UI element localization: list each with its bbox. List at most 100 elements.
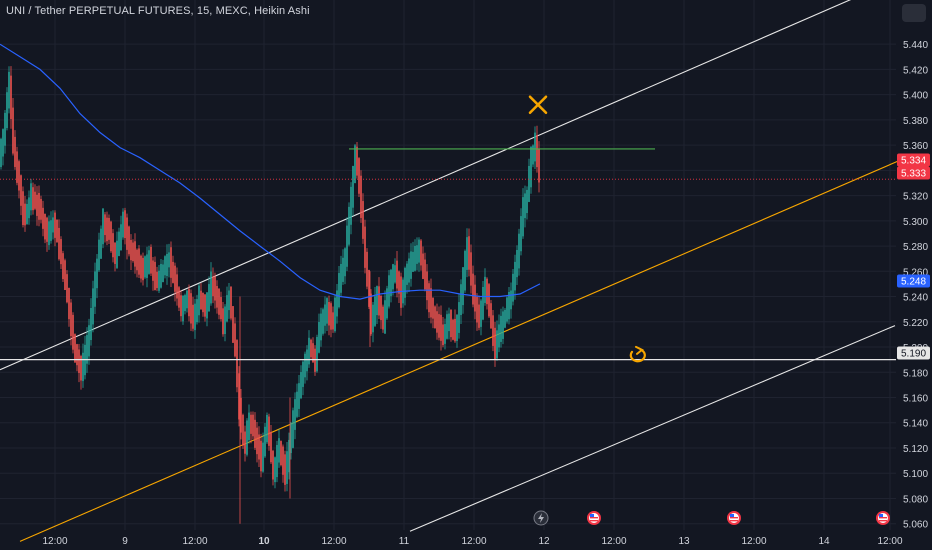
candle-body	[310, 339, 312, 358]
candle-body	[378, 286, 380, 316]
candle-body	[368, 269, 370, 307]
candle-body	[6, 92, 8, 129]
cross-stroke	[528, 95, 548, 115]
us-flag-icon[interactable]	[876, 511, 890, 525]
candle-body	[262, 442, 264, 472]
price-tag[interactable]: 5.248	[897, 274, 930, 288]
candle-body	[352, 166, 354, 208]
candle-body	[228, 290, 230, 311]
candle-body	[364, 226, 366, 268]
candle-body	[476, 296, 478, 323]
y-tick-label: 5.440	[903, 40, 928, 51]
candle-body	[156, 271, 158, 289]
channel-line-lower[interactable]	[409, 325, 896, 532]
candle-body	[410, 251, 412, 279]
candle-body	[500, 315, 502, 342]
candle-body	[230, 286, 232, 319]
candle-body	[240, 397, 242, 433]
candle-body	[488, 284, 490, 317]
candle-body	[50, 220, 52, 241]
candle-body	[54, 212, 56, 238]
candle-body	[90, 307, 92, 341]
stripe	[590, 517, 598, 519]
candle-body	[420, 240, 422, 266]
candle-body	[336, 290, 338, 317]
candle-body	[534, 132, 536, 162]
candle-body	[484, 276, 486, 303]
candle-body	[510, 290, 512, 310]
candle-body	[376, 286, 378, 316]
stripe	[590, 520, 598, 522]
candle-body	[78, 349, 80, 373]
candle-body	[112, 233, 114, 258]
candle-body	[110, 221, 112, 252]
candle-body	[258, 434, 260, 460]
candle-body	[472, 273, 474, 305]
candle-body	[126, 217, 128, 250]
channel-line-upper[interactable]	[0, 0, 870, 371]
settings-button[interactable]	[902, 4, 926, 22]
candle-body	[116, 240, 118, 268]
candle-body	[384, 300, 386, 334]
candle-body	[372, 304, 374, 333]
candle-body	[192, 304, 194, 329]
y-tick-label: 5.300	[903, 217, 928, 228]
arrow-head	[635, 345, 644, 355]
candle-body	[502, 311, 504, 339]
y-tick-label: 5.180	[903, 368, 928, 379]
circle-arrow-icon[interactable]	[629, 345, 646, 363]
candle-body	[330, 303, 332, 330]
candle-body	[150, 246, 152, 274]
candle-body	[264, 426, 266, 457]
candle-body	[242, 414, 244, 446]
us-flag-icon[interactable]	[587, 511, 601, 525]
candle-body	[60, 239, 62, 265]
candle-body	[72, 314, 74, 350]
stripe	[730, 520, 738, 522]
channel-line-middle[interactable]	[19, 159, 901, 542]
y-tick-label: 5.260	[903, 267, 928, 278]
candle-body	[480, 300, 482, 327]
candle-body	[346, 225, 348, 267]
candle-body	[482, 286, 484, 320]
event-icons[interactable]	[533, 510, 890, 526]
candle-body	[280, 441, 282, 466]
annotations[interactable]	[528, 95, 646, 363]
candle-body	[140, 255, 142, 279]
candle-body	[94, 271, 96, 307]
candle-body	[234, 323, 236, 357]
price-tag[interactable]: 5.190	[897, 346, 930, 360]
cross-marker-icon[interactable]	[528, 95, 548, 115]
candle-body	[520, 216, 522, 252]
candle-body	[4, 112, 6, 146]
horizontal-levels[interactable]	[0, 148, 896, 361]
candle-body	[206, 292, 208, 319]
candle-body	[260, 440, 262, 472]
price-axis[interactable]: 5.4405.4205.4005.3805.3605.3405.3205.300…	[897, 40, 930, 531]
candle-body	[456, 314, 458, 342]
candle-body	[328, 302, 330, 326]
candle-body	[164, 256, 166, 276]
candle-body	[34, 191, 36, 209]
candle-body	[216, 286, 218, 308]
us-flag-icon[interactable]	[727, 511, 741, 525]
price-tag[interactable]: 5.334	[897, 153, 930, 167]
candle-body	[276, 444, 278, 478]
candle-body	[222, 308, 224, 335]
candle-body	[42, 207, 44, 229]
y-tick-label: 5.120	[903, 444, 928, 455]
time-axis[interactable]: 12:00 9 12:00 10 12:00 11 12:00 12 12:00 13 12:00 1…	[42, 536, 902, 547]
candle-body	[448, 313, 450, 332]
candle-body	[162, 264, 164, 283]
candle-body	[526, 189, 528, 214]
candle-body	[76, 344, 78, 366]
x-tick-label: 12:00	[877, 536, 902, 547]
price-tag[interactable]: 5.333	[897, 166, 930, 180]
stripe	[879, 517, 887, 519]
price-tag-bg	[897, 166, 930, 180]
lightning-icon[interactable]	[533, 510, 549, 526]
candle-body	[360, 175, 362, 218]
candle-body	[30, 183, 32, 211]
